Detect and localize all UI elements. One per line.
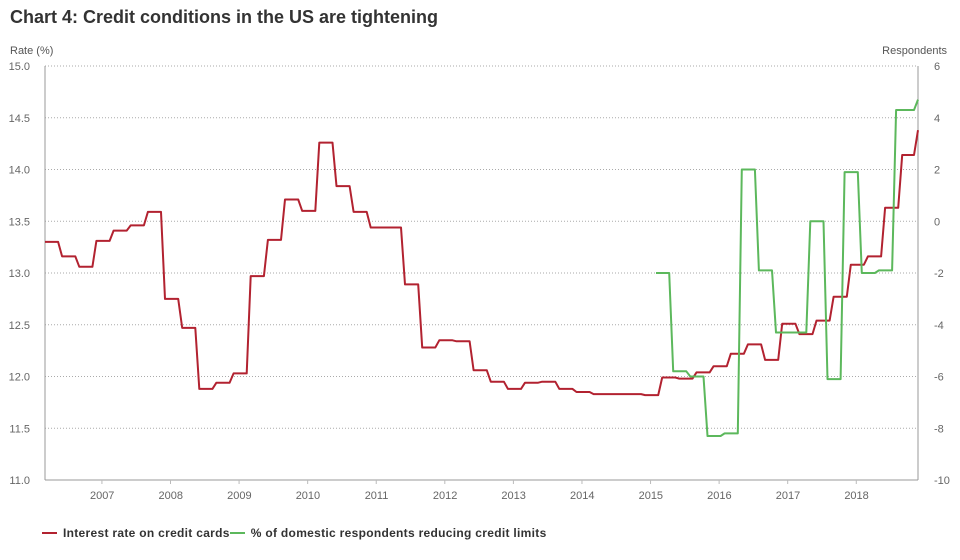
y-tick-label-left: 12.5 — [9, 320, 30, 332]
y-tick-label-left: 14.5 — [9, 113, 30, 125]
y-tick-label-right: 2 — [934, 165, 940, 177]
legend-swatch-green — [229, 532, 245, 534]
y-tick-label-right: -4 — [934, 320, 944, 332]
series-line-credit-card-rate — [45, 130, 919, 397]
x-tick-label: 2016 — [707, 490, 731, 502]
legend-label-respondents: % of domestic respondents reducing credi… — [250, 526, 547, 540]
y-tick-label-left: 12.0 — [9, 372, 30, 384]
y-axis-title-right: Respondents — [882, 45, 947, 57]
y-tick-label-left: 15.0 — [9, 61, 30, 73]
legend-item-credit-card-rate[interactable]: Interest rate on credit cards — [42, 526, 230, 540]
x-tick-label: 2014 — [570, 490, 594, 502]
chart-title: Chart 4: Credit conditions in the US are… — [10, 7, 439, 27]
y-tick-label-right: 6 — [934, 61, 940, 73]
y-tick-label-left: 13.5 — [9, 216, 30, 228]
y-tick-label-right: -10 — [934, 475, 950, 487]
y-tick-label-left: 14.0 — [9, 165, 30, 177]
x-tick-label: 2018 — [844, 490, 868, 502]
y-tick-label-right: -8 — [934, 423, 944, 435]
x-tick-label: 2010 — [296, 490, 320, 502]
y-tick-label-left: 11.5 — [9, 423, 30, 435]
tick-labels: 15.014.514.013.513.012.512.011.511.06420… — [9, 61, 950, 502]
y-tick-label-right: 0 — [934, 216, 940, 228]
axes — [44, 66, 919, 484]
x-tick-label: 2013 — [501, 490, 525, 502]
x-tick-label: 2008 — [159, 490, 183, 502]
y-tick-label-left: 11.0 — [9, 475, 30, 487]
legend-swatch-red — [42, 532, 57, 534]
x-tick-label: 2009 — [227, 490, 251, 502]
gridlines — [45, 65, 918, 429]
x-tick-label: 2011 — [365, 490, 389, 502]
y-tick-label-left: 13.0 — [9, 268, 30, 280]
y-axis-title-left: Rate (%) — [10, 45, 53, 57]
y-tick-label-right: -6 — [934, 372, 944, 384]
series-line-respondents — [656, 99, 919, 437]
legend-label-credit-card-rate: Interest rate on credit cards — [63, 526, 230, 540]
legend: Interest rate on credit cards % of domes… — [42, 526, 547, 540]
y-tick-label-right: -2 — [934, 268, 944, 280]
x-tick-label: 2017 — [776, 490, 800, 502]
x-tick-label: 2012 — [433, 490, 457, 502]
y-tick-label-right: 4 — [934, 113, 940, 125]
series-lines — [44, 99, 919, 437]
legend-item-respondents[interactable]: % of domestic respondents reducing credi… — [229, 526, 547, 540]
x-tick-label: 2015 — [639, 490, 663, 502]
x-tick-label: 2007 — [90, 490, 114, 502]
